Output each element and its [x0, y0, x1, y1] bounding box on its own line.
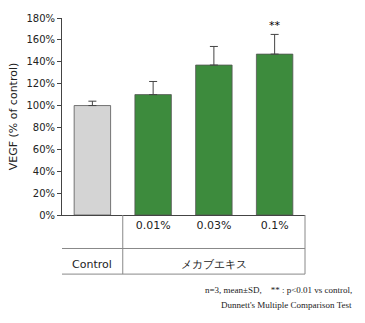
- svg-text:Dunnett's Multiple Comparison: Dunnett's Multiple Comparison Test: [221, 300, 352, 310]
- svg-text:180%: 180%: [26, 13, 55, 24]
- svg-text:20%: 20%: [33, 188, 55, 199]
- svg-text:0.03%: 0.03%: [196, 219, 231, 232]
- svg-text:160%: 160%: [26, 34, 55, 45]
- svg-text:**: **: [269, 19, 281, 32]
- svg-text:140%: 140%: [26, 56, 55, 67]
- svg-text:0.01%: 0.01%: [136, 219, 171, 232]
- svg-text:0.1%: 0.1%: [261, 219, 289, 232]
- svg-text:n=3, mean±SD, ** : p<0.01 v: n=3, mean±SD, ** : p<0.01 vs control,: [205, 285, 352, 295]
- svg-text:Control: Control: [72, 258, 112, 271]
- svg-text:100%: 100%: [26, 100, 55, 111]
- svg-text:80%: 80%: [33, 122, 55, 133]
- svg-text:40%: 40%: [33, 166, 55, 177]
- svg-text:メカブエキス: メカブエキス: [181, 258, 247, 271]
- svg-text:0%: 0%: [39, 210, 55, 221]
- svg-text:120%: 120%: [26, 78, 55, 89]
- svg-text:60%: 60%: [33, 144, 55, 155]
- svg-text:VEGF (% of control): VEGF (% of control): [7, 63, 20, 171]
